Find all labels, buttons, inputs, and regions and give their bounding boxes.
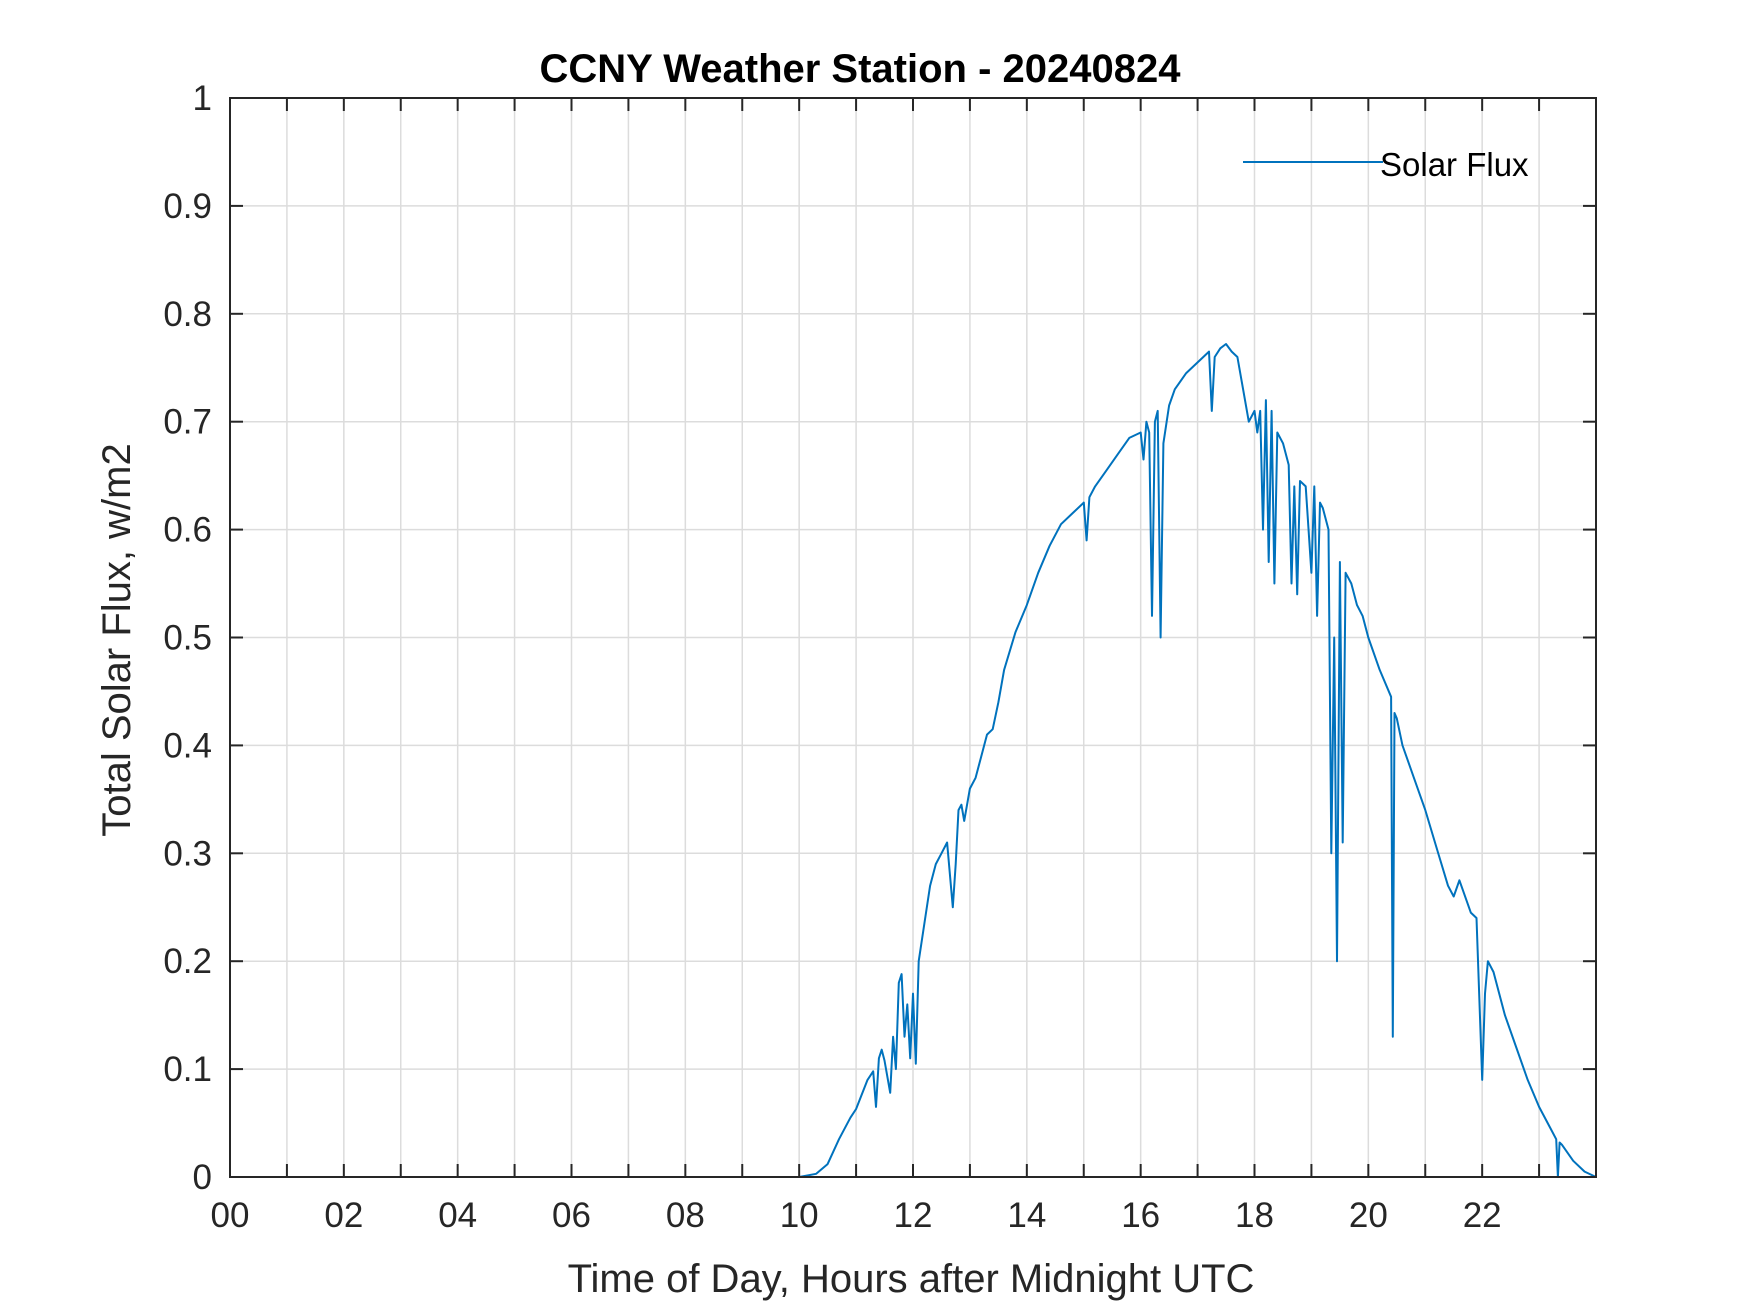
x-tick-label: 14 <box>1007 1196 1046 1235</box>
x-tick-label: 02 <box>324 1196 363 1235</box>
legend-label-solar-flux: Solar Flux <box>1380 146 1529 183</box>
y-tick-label: 0 <box>193 1158 212 1197</box>
chart-title: CCNY Weather Station - 20240824 <box>540 47 1182 91</box>
series-layer <box>230 343 1597 1178</box>
ticks <box>229 97 1596 1178</box>
legend: Solar Flux <box>1243 146 1529 183</box>
x-tick-label: 08 <box>666 1196 705 1235</box>
x-tick-label: 04 <box>438 1196 477 1235</box>
y-axis-label: Total Solar Flux, w/m2 <box>95 443 139 836</box>
plot-area <box>229 97 1597 1178</box>
y-tick-label: 0.7 <box>163 403 212 442</box>
y-tick-label: 0.2 <box>163 942 212 981</box>
y-tick-label: 0.8 <box>163 295 212 334</box>
x-tick-label: 18 <box>1235 1196 1274 1235</box>
y-tick-label: 0.9 <box>163 187 212 226</box>
x-tick-label: 12 <box>894 1196 933 1235</box>
y-tick-label: 0.3 <box>163 834 212 873</box>
grid <box>230 98 1596 1177</box>
x-tick-label: 06 <box>552 1196 591 1235</box>
x-tick-label: 20 <box>1349 1196 1388 1235</box>
y-tick-label: 0.5 <box>163 619 212 658</box>
x-tick-labels: 00 02 04 06 08 10 12 14 16 18 20 22 <box>211 1196 1502 1235</box>
x-tick-label: 22 <box>1463 1196 1502 1235</box>
y-tick-labels: 0 0.1 0.2 0.3 0.4 0.5 0.6 0.7 0.8 0.9 1 <box>163 79 212 1197</box>
y-tick-label: 0.6 <box>163 511 212 550</box>
y-tick-label: 1 <box>193 79 212 118</box>
series-line-solar-flux <box>230 343 1597 1178</box>
x-tick-label: 10 <box>780 1196 819 1235</box>
y-tick-label: 0.4 <box>163 726 212 765</box>
x-axis-label: Time of Day, Hours after Midnight UTC <box>568 1257 1255 1301</box>
x-tick-label: 16 <box>1121 1196 1160 1235</box>
x-tick-label: 00 <box>211 1196 250 1235</box>
y-tick-label: 0.1 <box>163 1050 212 1089</box>
